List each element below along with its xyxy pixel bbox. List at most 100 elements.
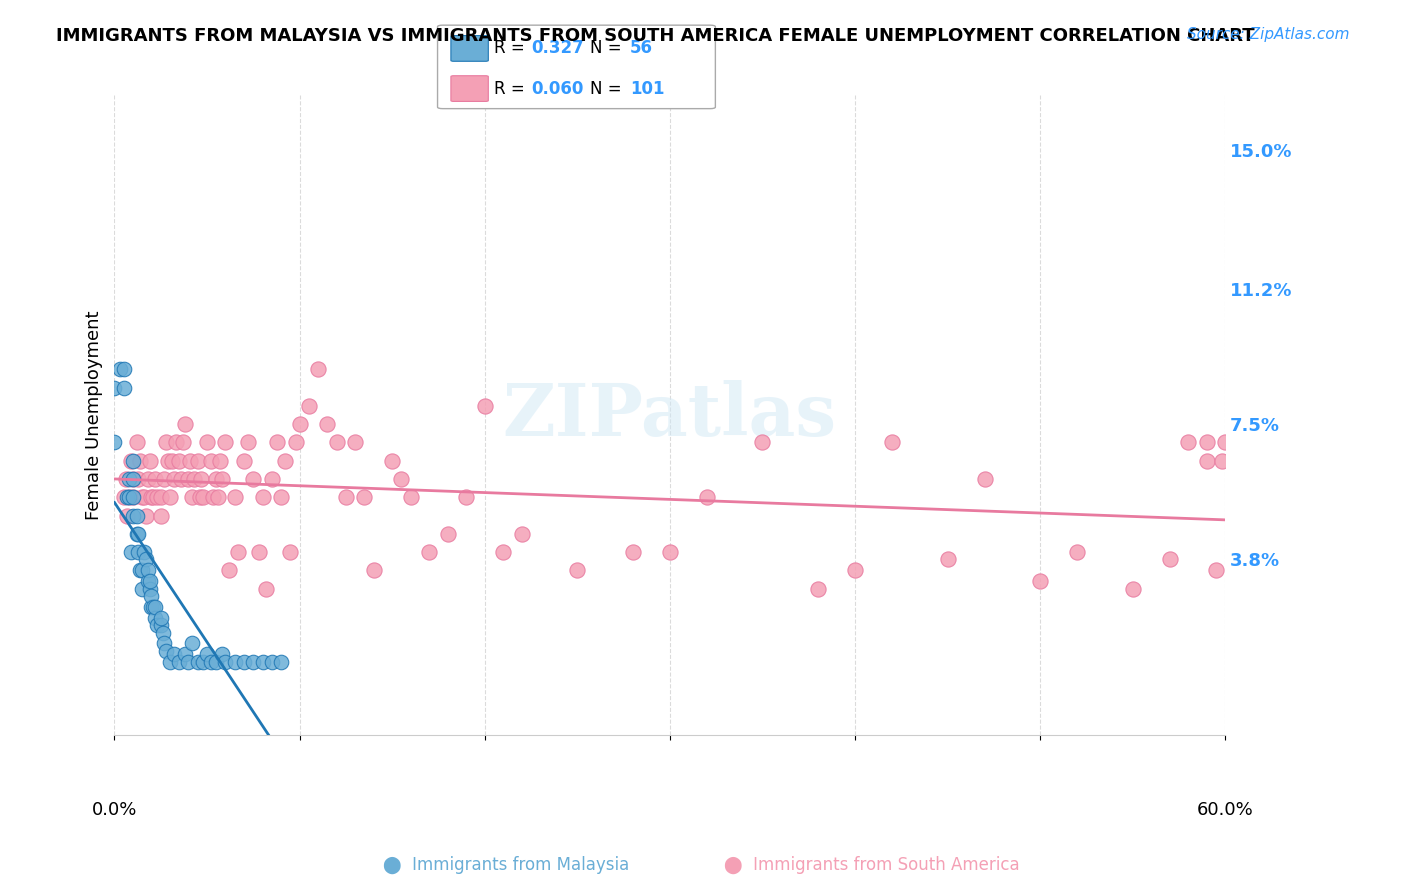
Text: 0.327: 0.327 — [531, 39, 583, 57]
Point — [266, 435, 288, 450]
Point — [211, 472, 233, 486]
Point — [149, 490, 172, 504]
Point — [1213, 435, 1236, 450]
Point — [381, 454, 404, 468]
Point — [201, 490, 224, 504]
Point — [233, 655, 256, 669]
Point — [122, 472, 145, 486]
Y-axis label: Female Unemployment: Female Unemployment — [86, 310, 103, 520]
Text: Source: ZipAtlas.com: Source: ZipAtlas.com — [1187, 27, 1350, 42]
Point — [129, 563, 152, 577]
Point — [155, 435, 177, 450]
Point — [143, 599, 166, 614]
Point — [127, 472, 149, 486]
Point — [1066, 545, 1088, 559]
Point — [181, 490, 204, 504]
Point — [177, 472, 200, 486]
Point — [1029, 574, 1052, 589]
Point — [118, 472, 141, 486]
Text: N =: N = — [591, 79, 627, 97]
Point — [135, 552, 157, 566]
Point — [153, 472, 176, 486]
Point — [193, 655, 215, 669]
Point — [418, 545, 440, 559]
Point — [138, 574, 160, 589]
Point — [146, 490, 169, 504]
Point — [807, 582, 830, 596]
Point — [136, 574, 159, 589]
Point — [122, 508, 145, 523]
Point — [284, 435, 307, 450]
Point — [141, 490, 163, 504]
Point — [252, 490, 274, 504]
Point — [141, 589, 163, 603]
FancyBboxPatch shape — [437, 25, 716, 109]
Point — [142, 599, 165, 614]
Point — [127, 545, 149, 559]
FancyBboxPatch shape — [451, 76, 488, 102]
Point — [252, 655, 274, 669]
Text: ⬤  Immigrants from Malaysia: ⬤ Immigrants from Malaysia — [382, 856, 630, 874]
Point — [103, 381, 125, 395]
Point — [274, 454, 297, 468]
Point — [363, 563, 385, 577]
Point — [510, 526, 533, 541]
Point — [122, 490, 145, 504]
Point — [173, 648, 195, 662]
Point — [211, 648, 233, 662]
Point — [173, 417, 195, 432]
Point — [120, 545, 142, 559]
Point — [187, 454, 209, 468]
FancyBboxPatch shape — [451, 36, 488, 62]
Point — [136, 472, 159, 486]
Point — [270, 490, 292, 504]
Point — [117, 508, 139, 523]
Point — [129, 454, 152, 468]
Point — [1195, 435, 1218, 450]
Point — [131, 582, 153, 596]
Point — [344, 435, 367, 450]
Point — [195, 648, 218, 662]
Point — [436, 526, 458, 541]
Point — [621, 545, 644, 559]
Point — [165, 435, 187, 450]
Point — [149, 618, 172, 632]
Point — [131, 563, 153, 577]
Point — [298, 399, 321, 413]
Point — [125, 508, 148, 523]
Point — [179, 454, 201, 468]
Point — [187, 655, 209, 669]
Point — [208, 454, 231, 468]
Point — [233, 454, 256, 468]
Point — [1211, 454, 1233, 468]
Point — [112, 490, 135, 504]
Point — [118, 490, 141, 504]
Point — [167, 454, 190, 468]
Point — [103, 435, 125, 450]
Point — [132, 490, 155, 504]
Point — [143, 472, 166, 486]
Text: ⬤  Immigrants from South America: ⬤ Immigrants from South America — [724, 856, 1019, 874]
Point — [170, 472, 193, 486]
Point — [1177, 435, 1199, 450]
Point — [142, 490, 165, 504]
Point — [207, 490, 229, 504]
Point — [224, 490, 246, 504]
Point — [1122, 582, 1144, 596]
Point — [188, 490, 211, 504]
Point — [159, 655, 181, 669]
Point — [260, 655, 283, 669]
Point — [260, 472, 283, 486]
Text: 56: 56 — [630, 39, 652, 57]
Point — [936, 552, 959, 566]
Point — [200, 655, 222, 669]
Point — [214, 655, 236, 669]
Point — [214, 435, 236, 450]
Point — [125, 435, 148, 450]
Point — [127, 526, 149, 541]
Point — [195, 435, 218, 450]
Point — [399, 490, 422, 504]
Text: ZIPatlas: ZIPatlas — [503, 380, 837, 450]
Text: N =: N = — [591, 39, 627, 57]
Point — [122, 490, 145, 504]
